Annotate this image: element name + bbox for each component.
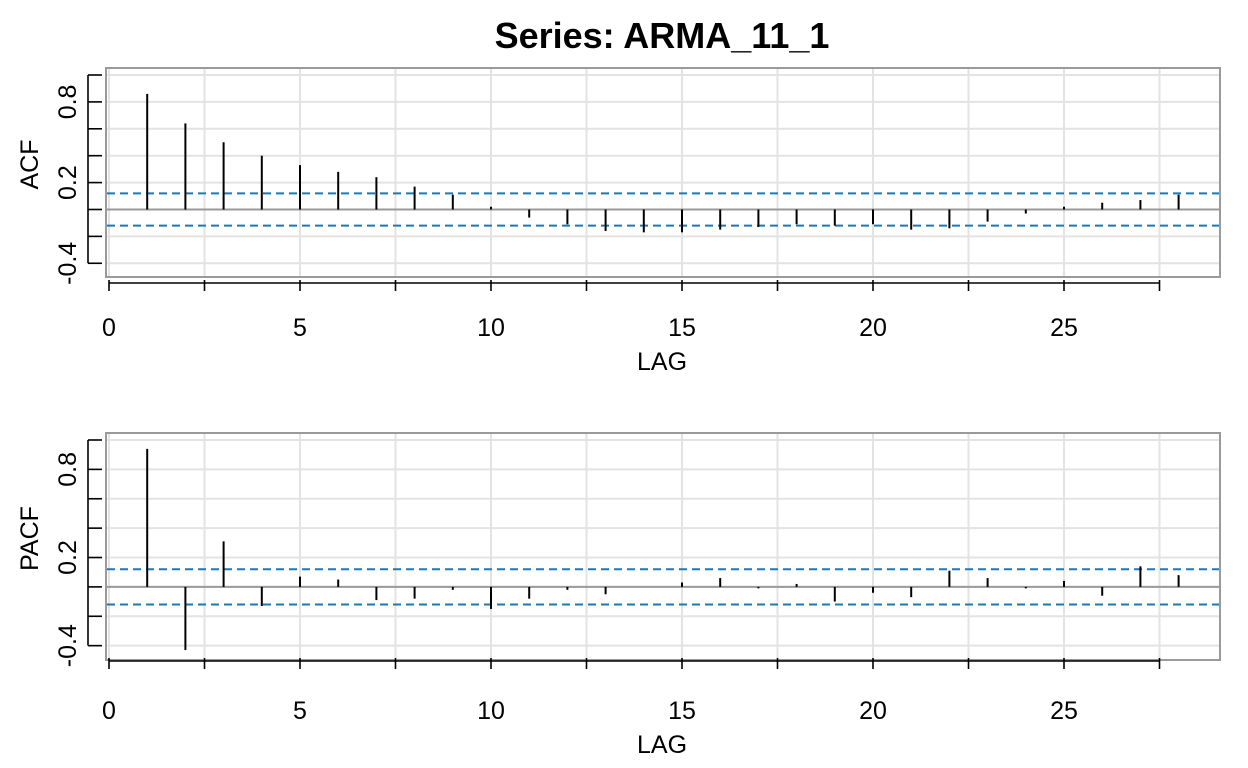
plot-frame bbox=[105, 67, 1221, 278]
x-tick-label: 0 bbox=[102, 314, 116, 342]
x-tick-label: 5 bbox=[293, 314, 307, 342]
x-tick-label: 15 bbox=[668, 697, 696, 725]
y-tick-label: 0.2 bbox=[54, 540, 82, 575]
x-axis-label: LAG bbox=[637, 731, 687, 759]
x-tick-label: 10 bbox=[477, 697, 505, 725]
x-tick-label: 15 bbox=[668, 314, 696, 342]
chart-title: Series: ARMA_11_1 bbox=[495, 15, 830, 56]
x-tick-label: 0 bbox=[102, 697, 116, 725]
x-tick-label: 5 bbox=[293, 697, 307, 725]
y-tick-label: 0.8 bbox=[54, 452, 82, 487]
y-tick-label: -0.4 bbox=[54, 242, 82, 285]
x-tick-label: 25 bbox=[1050, 697, 1078, 725]
plot-frame bbox=[105, 432, 1221, 661]
y-axis-label: ACF bbox=[16, 140, 44, 190]
y-tick-label: -0.4 bbox=[54, 624, 82, 667]
x-tick-label: 25 bbox=[1050, 314, 1078, 342]
x-axis-label: LAG bbox=[637, 348, 687, 376]
x-tick-label: 20 bbox=[859, 314, 887, 342]
pacf-panel: -0.4 0.2 0.8 0 5 10 15 20 25 LAG PACF bbox=[16, 432, 1221, 759]
y-tick-label: 0.2 bbox=[54, 165, 82, 200]
x-tick-label: 10 bbox=[477, 314, 505, 342]
y-axis-label: PACF bbox=[16, 506, 44, 571]
y-tick-label: 0.8 bbox=[54, 85, 82, 120]
x-tick-label: 20 bbox=[859, 697, 887, 725]
acf-panel: -0.4 0.2 0.8 0 5 10 15 20 25 LAG ACF bbox=[16, 67, 1221, 376]
